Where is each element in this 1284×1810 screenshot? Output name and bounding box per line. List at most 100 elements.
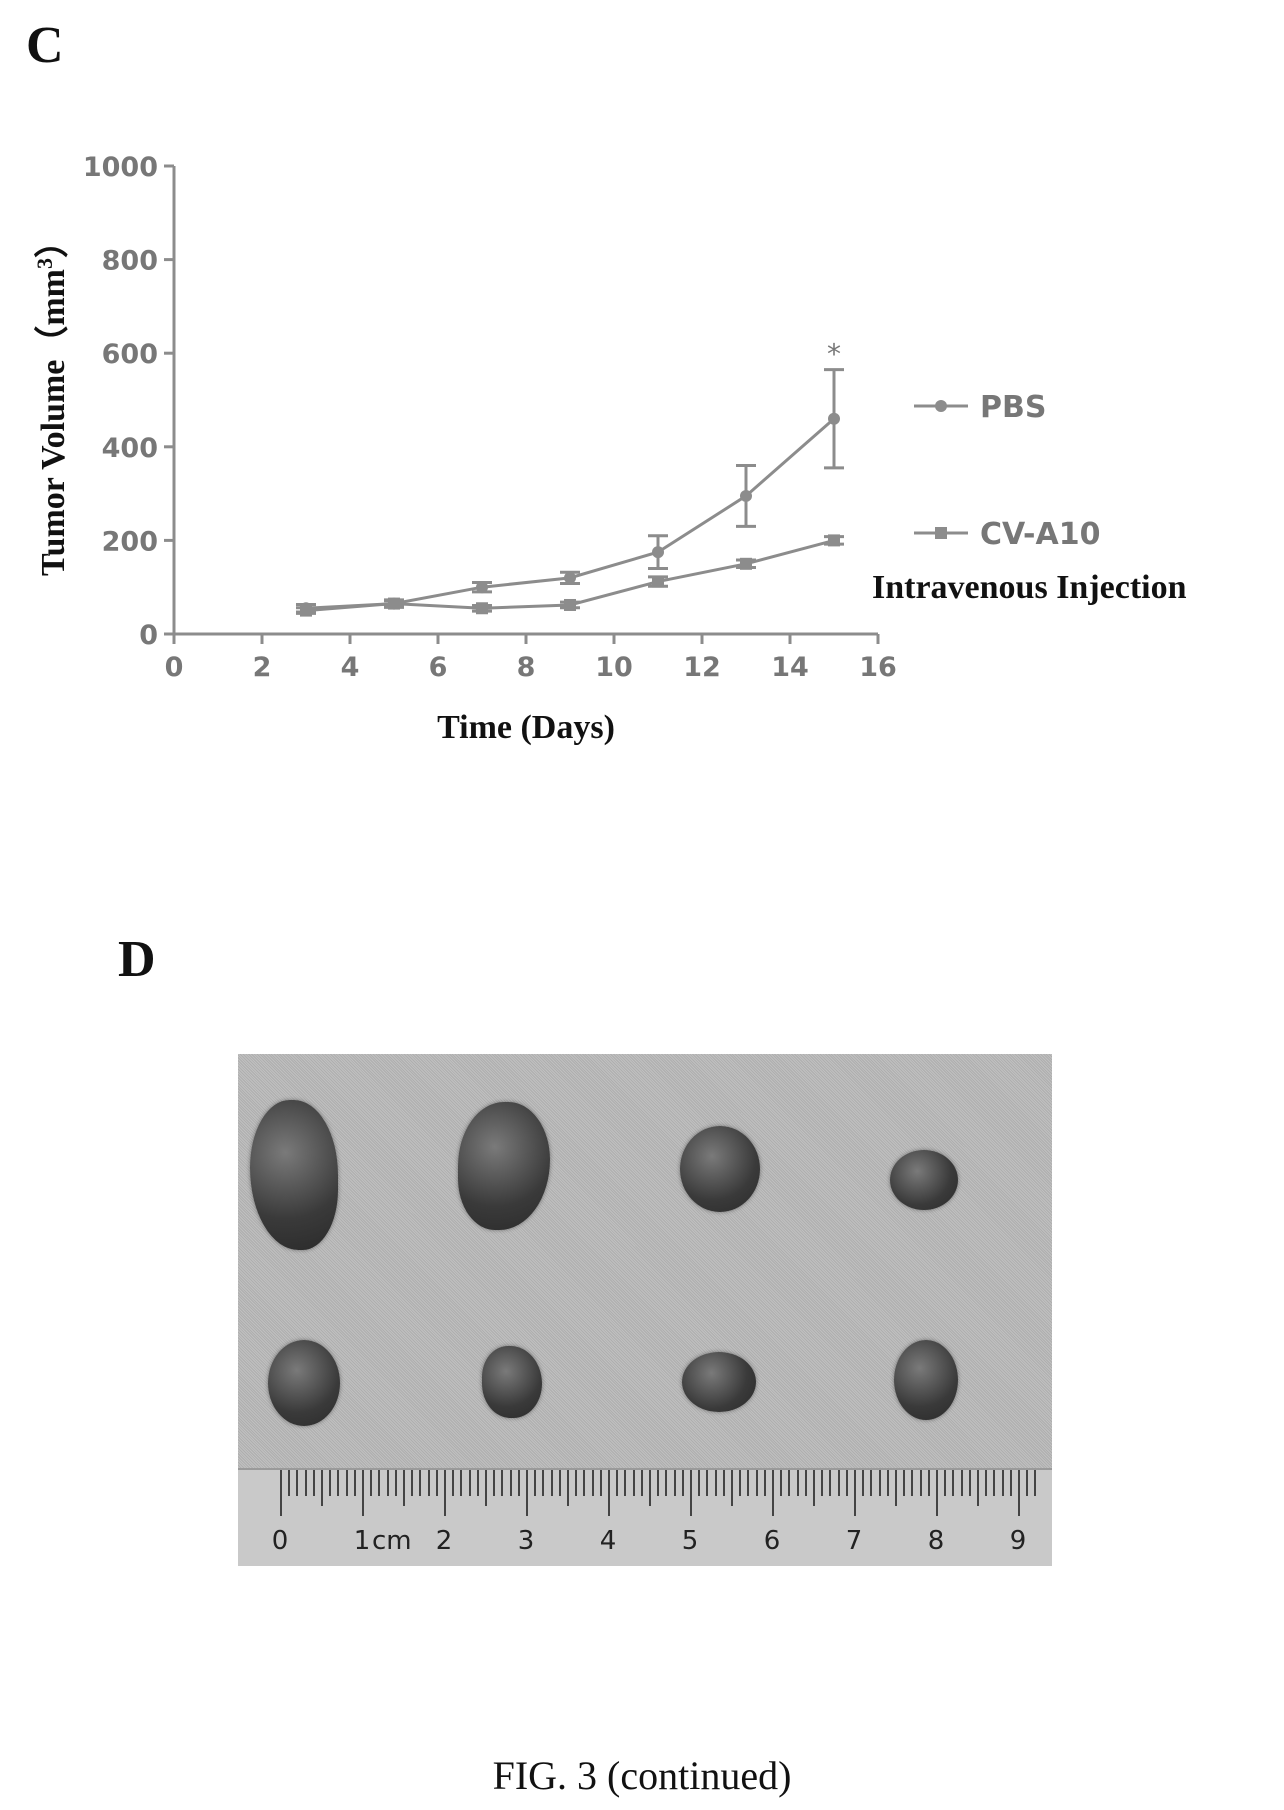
tumor-photo: 0 1 cm 2 3 4 5 6 7 8 9 bbox=[238, 1054, 1052, 1566]
ruler-tick bbox=[895, 1470, 897, 1506]
ruler-tick bbox=[509, 1470, 512, 1496]
ruler-tick bbox=[649, 1470, 651, 1506]
ruler-tick bbox=[854, 1470, 856, 1516]
ruler-tick bbox=[960, 1470, 963, 1496]
ruler-tick bbox=[739, 1470, 742, 1496]
ruler-tick bbox=[312, 1470, 315, 1496]
ruler-tick bbox=[862, 1470, 865, 1496]
legend-label: PBS bbox=[980, 390, 1046, 425]
ruler-tick bbox=[591, 1470, 594, 1496]
ruler-tick bbox=[452, 1470, 455, 1496]
ruler-tick bbox=[419, 1470, 422, 1496]
ruler-tick bbox=[845, 1470, 848, 1496]
tumor-sample bbox=[890, 1150, 958, 1210]
tumor-sample bbox=[482, 1346, 542, 1418]
tumor-volume-chart: 0 200 400 600 800 1000 0 2 4 6 8 10 12 14 16 Time (Days… bbox=[32, 152, 1187, 746]
ruler-tick bbox=[485, 1470, 487, 1506]
y-tick-label: 200 bbox=[102, 526, 158, 557]
ruler-tick bbox=[804, 1470, 807, 1496]
legend-marker bbox=[935, 400, 947, 412]
ruler-tick bbox=[772, 1470, 774, 1516]
data-point bbox=[652, 575, 664, 588]
tumor-sample bbox=[250, 1100, 338, 1250]
ruler-tick bbox=[911, 1470, 914, 1496]
x-tick-label: 4 bbox=[341, 652, 360, 683]
data-point bbox=[476, 581, 488, 594]
ruler-tick bbox=[665, 1470, 668, 1496]
ruler-tick bbox=[599, 1470, 602, 1496]
ruler-tick bbox=[698, 1470, 701, 1496]
ruler-tick bbox=[288, 1470, 291, 1496]
ruler-tick bbox=[337, 1470, 340, 1496]
y-tick-label: 600 bbox=[102, 339, 158, 370]
ruler-tick bbox=[362, 1470, 364, 1516]
ruler-tick bbox=[534, 1470, 537, 1496]
ruler-tick bbox=[870, 1470, 873, 1496]
ruler-tick bbox=[632, 1470, 635, 1496]
ruler-tick bbox=[526, 1470, 528, 1516]
x-tick-label: 14 bbox=[771, 652, 809, 683]
ruler: 0 1 cm 2 3 4 5 6 7 8 9 bbox=[238, 1468, 1052, 1566]
ruler-tick bbox=[763, 1470, 766, 1496]
x-tick-label: 16 bbox=[859, 652, 897, 683]
data-point bbox=[564, 598, 576, 611]
ruler-number: 2 bbox=[435, 1526, 453, 1556]
ruler-tick bbox=[493, 1470, 496, 1496]
x-axis-title: Time (Days) bbox=[437, 709, 615, 746]
data-point bbox=[652, 546, 664, 559]
x-tick-label: 12 bbox=[683, 652, 721, 683]
ruler-tick bbox=[829, 1470, 832, 1496]
chart-legend: PBS CV-A10 Intravenous Injection bbox=[872, 390, 1187, 606]
tumor-sample bbox=[894, 1340, 958, 1420]
y-axis-title: Tumor Volume（mm3） bbox=[32, 224, 73, 576]
ruler-tick bbox=[411, 1470, 414, 1496]
y-tick-label: 400 bbox=[102, 433, 158, 464]
ruler-tick bbox=[993, 1470, 996, 1496]
ruler-unit: cm bbox=[372, 1526, 412, 1556]
x-tick-label: 6 bbox=[429, 652, 448, 683]
ruler-tick bbox=[444, 1470, 446, 1516]
ruler-tick bbox=[624, 1470, 627, 1496]
data-point bbox=[740, 489, 752, 502]
ruler-tick bbox=[731, 1470, 733, 1506]
ruler-tick bbox=[788, 1470, 791, 1496]
ruler-tick bbox=[501, 1470, 504, 1496]
ruler-tick bbox=[280, 1470, 282, 1516]
ruler-tick bbox=[353, 1470, 356, 1496]
tumor-sample bbox=[680, 1126, 760, 1212]
ruler-tick bbox=[386, 1470, 389, 1496]
ruler-tick bbox=[1026, 1470, 1029, 1496]
ruler-tick bbox=[370, 1470, 373, 1496]
y-tick-label: 1000 bbox=[83, 152, 158, 183]
ruler-tick bbox=[837, 1470, 840, 1496]
ruler-tick bbox=[690, 1470, 692, 1516]
ruler-tick bbox=[722, 1470, 725, 1496]
ruler-tick bbox=[542, 1470, 545, 1496]
ruler-tick bbox=[616, 1470, 619, 1496]
data-point bbox=[564, 571, 576, 584]
ruler-tick bbox=[985, 1470, 988, 1496]
ruler-tick bbox=[927, 1470, 930, 1496]
ruler-number: 8 bbox=[927, 1526, 945, 1556]
significance-marker: * bbox=[827, 338, 841, 371]
ruler-tick bbox=[919, 1470, 922, 1496]
ruler-tick bbox=[657, 1470, 660, 1496]
ruler-tick bbox=[936, 1470, 938, 1516]
ruler-tick bbox=[329, 1470, 332, 1496]
ruler-tick bbox=[608, 1470, 610, 1516]
tumor-sample bbox=[268, 1340, 340, 1426]
ruler-tick bbox=[468, 1470, 471, 1496]
tumor-sample bbox=[458, 1102, 550, 1230]
chart-axes: 0 200 400 600 800 1000 0 2 4 6 8 10 12 14 16 Time (Days… bbox=[32, 152, 897, 746]
ruler-tick bbox=[968, 1470, 971, 1496]
ruler-tick bbox=[567, 1470, 569, 1506]
panel-c-label: C bbox=[26, 17, 64, 74]
chart-plot-area: * bbox=[296, 338, 844, 617]
y-tick-label: 800 bbox=[102, 246, 158, 277]
ruler-tick bbox=[575, 1470, 578, 1496]
data-point bbox=[828, 534, 840, 547]
ruler-tick bbox=[427, 1470, 430, 1496]
tumor-sample bbox=[682, 1352, 756, 1412]
ruler-number: 5 bbox=[681, 1526, 699, 1556]
figure-caption: FIG. 3 (continued) bbox=[492, 1753, 792, 1798]
